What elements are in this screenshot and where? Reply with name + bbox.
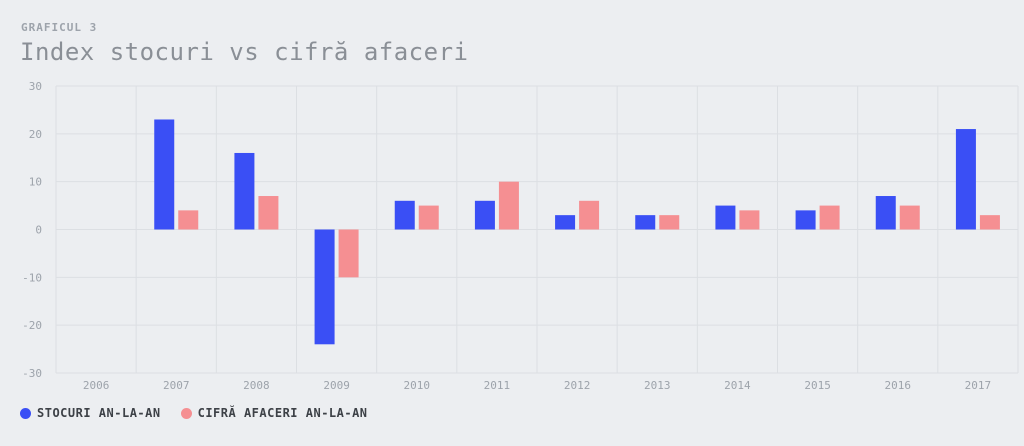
bar-series-1: [394, 200, 415, 230]
bar-series-2: [258, 196, 279, 230]
legend-swatch-series-1: [20, 407, 31, 419]
legend-label-series-2: CIFRĂ AFACERI AN-LA-AN: [197, 406, 368, 420]
bar-series-1: [154, 119, 175, 230]
x-tick-label: 2007: [163, 379, 190, 392]
x-tick-label: 2006: [83, 379, 110, 392]
x-tick-label: 2008: [243, 379, 270, 392]
bar-series-1: [474, 200, 495, 230]
x-tick-label: 2017: [965, 379, 992, 392]
bar-series-2: [338, 229, 359, 278]
x-tick-label: 2012: [564, 379, 591, 392]
x-tick-label: 2009: [323, 379, 350, 392]
legend-label-series-1: STOCURI AN-LA-AN: [37, 406, 161, 420]
x-tick-label: 2010: [404, 379, 431, 392]
bar-series-1: [314, 229, 335, 345]
bar-series-1: [555, 215, 576, 230]
bar-series-2: [178, 210, 199, 230]
bar-series-2: [579, 200, 600, 230]
legend-swatch-series-2: [180, 407, 192, 419]
legend-item-series-2[interactable]: CIFRĂ AFACERI AN-LA-AN: [180, 406, 368, 420]
bar-series-2: [659, 215, 680, 230]
chart-title: Index stocuri vs cifră afaceri: [20, 38, 469, 66]
y-tick-label: 0: [35, 224, 42, 237]
bars-layer: [154, 119, 1000, 345]
y-tick-label: -30: [22, 367, 42, 380]
x-tick-label: 2016: [885, 379, 912, 392]
x-tick-label: 2014: [724, 379, 751, 392]
y-tick-label: -20: [22, 319, 42, 332]
bar-series-1: [795, 210, 816, 230]
bar-series-1: [955, 129, 976, 230]
bar-series-1: [875, 196, 896, 230]
grid-layer: [55, 85, 1019, 374]
bar-series-1: [234, 152, 255, 230]
y-tick-label: 10: [29, 176, 42, 189]
bar-series-2: [899, 205, 920, 230]
x-tick-label: 2013: [644, 379, 671, 392]
y-tick-label: -10: [22, 271, 42, 284]
bar-series-2: [739, 210, 760, 230]
bar-series-1: [635, 215, 656, 230]
bar-series-2: [979, 215, 1000, 230]
bar-series-2: [498, 181, 519, 230]
y-tick-label: 30: [29, 80, 42, 93]
y-tick-label: 20: [29, 128, 42, 141]
x-tick-label: 2015: [804, 379, 831, 392]
x-tick-label: 2011: [484, 379, 511, 392]
bar-series-2: [418, 205, 439, 230]
legend-item-series-1[interactable]: STOCURI AN-LA-AN: [20, 406, 161, 420]
bar-series-2: [819, 205, 840, 230]
chart-eyebrow: GRAFICUL 3: [21, 21, 98, 34]
bar-series-1: [715, 205, 736, 230]
legend: STOCURI AN-LA-AN CIFRĂ AFACERI AN-LA-AN: [20, 406, 388, 420]
